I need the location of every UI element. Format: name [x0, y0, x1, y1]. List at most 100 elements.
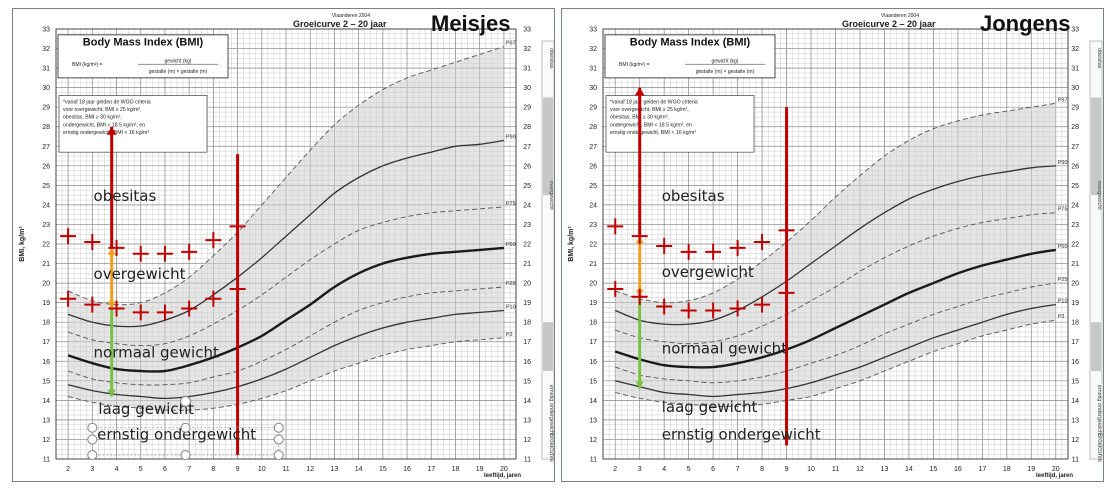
side-label: obesitas	[1096, 48, 1102, 69]
y-tick-label-left: 24	[589, 202, 597, 209]
title-box: Body Mass Index (BMI) BMI (kg/m²) = gewich…	[57, 34, 229, 79]
y-tick-label-right: 22	[523, 242, 531, 249]
y-tick-label-right: 23	[523, 222, 531, 229]
x-tick-label: 13	[881, 466, 889, 473]
x-tick-label: 5	[139, 466, 143, 473]
y-tick-label-left: 19	[42, 300, 50, 307]
selection-handle	[180, 450, 191, 461]
criteria-note: *vanaf 18 jaar gelden de WGO criteria voo…	[605, 95, 755, 153]
x-tick-label: 7	[187, 466, 191, 473]
x-tick-label: 15	[379, 466, 387, 473]
note-line: *vanaf 18 jaar gelden de WGO criteria	[610, 99, 698, 105]
side-label: overgewicht	[1096, 180, 1102, 210]
y-tick-label-right: 33	[1071, 27, 1079, 34]
chart-subtitle: Groeicurve 2 – 20 jaar	[293, 19, 387, 29]
y-tick-label-left: 15	[589, 378, 597, 385]
y-tick-label-right: 32	[1071, 46, 1079, 53]
source-label: Vlaanderen 2004	[881, 13, 919, 19]
annotation-arrowhead	[106, 126, 117, 135]
y-tick-label-left: 30	[42, 85, 50, 92]
y-tick-label-right: 30	[523, 85, 531, 92]
x-axis-label: leeftijd, jaren	[484, 473, 521, 479]
series-line-p50	[614, 248, 1056, 369]
x-tick-label: 2	[66, 466, 70, 473]
y-tick-label-left: 27	[589, 144, 597, 151]
x-tick-label: 19	[1027, 466, 1035, 473]
y-tick-label-left: 23	[42, 222, 50, 229]
note-line: ondergewicht, BMI < 18.5 kg/m², en	[63, 122, 145, 128]
title-box-frame	[604, 34, 776, 79]
y-tick-label-right: 13	[1071, 417, 1079, 424]
series-label-p10: P10	[506, 304, 516, 310]
x-tick-label: 6	[163, 466, 167, 473]
plot-frame	[602, 28, 1069, 460]
y-tick-label-right: 19	[523, 300, 531, 307]
note-frame	[58, 95, 208, 153]
y-tick-label-left: 24	[42, 202, 50, 209]
y-tick-label-left: 29	[589, 105, 597, 112]
chart-subtitle: Groeicurve 2 – 20 jaar	[842, 19, 936, 29]
y-tick-label-left: 33	[42, 27, 50, 34]
annotation-arrowhead	[634, 87, 645, 96]
series-label-p75: P75	[1058, 207, 1068, 213]
y-tick-label-right: 17	[1071, 339, 1079, 346]
formula-lhs: BMI (kg/m²) =	[619, 62, 649, 68]
x-tick-label: 3	[90, 466, 94, 473]
y-tick-label-left: 26	[42, 163, 50, 170]
y-tick-label-left: 31	[42, 66, 50, 73]
x-tick-label: 13	[331, 466, 339, 473]
selection-handle	[180, 422, 191, 433]
series-label-p75: P75	[506, 201, 516, 207]
x-tick-label: 5	[687, 466, 691, 473]
note-line: ernstig ondergewicht, BMI < 16 kg/m²	[63, 130, 149, 136]
note-line: *vanaf 18 jaar gelden de WGO criteria	[63, 99, 151, 105]
y-tick-label-right: 24	[523, 202, 531, 209]
bmi-chart-girls: P97 P90 P75 P50 P25 P10 P3 11 11 12 12 13 13 14 14 15 15…	[12, 8, 555, 482]
annotation-arrowhead	[635, 381, 644, 389]
y-tick-label-left: 27	[42, 144, 50, 151]
y-tick-label-left: 32	[42, 46, 50, 53]
x-tick-label: 11	[832, 466, 839, 473]
chart-heading: Jongens	[980, 11, 1070, 36]
y-tick-label-left: 23	[589, 222, 597, 229]
y-tick-label-right: 32	[523, 46, 531, 53]
plot-frame	[55, 28, 517, 460]
y-tick-label-left: 13	[589, 417, 597, 424]
y-tick-label-left: 21	[589, 261, 597, 268]
y-tick-label-left: 25	[42, 183, 50, 190]
y-tick-label-right: 11	[1072, 457, 1079, 464]
series-label-p90: P90	[506, 134, 516, 140]
y-tick-label-left: 29	[42, 105, 50, 112]
y-tick-label-right: 13	[523, 417, 531, 424]
y-tick-label-left: 14	[42, 398, 50, 405]
x-tick-label: 10	[258, 466, 266, 473]
side-band-marker	[1091, 97, 1101, 196]
series-line-p75	[615, 212, 1056, 345]
bmi-chart-boys: P97 P90 P75 P50 P25 P10 P3 11 11 12 12 13 13 14 14 15 15…	[561, 8, 1104, 482]
category-label: normaal gewicht	[94, 343, 219, 361]
y-tick-label-right: 12	[523, 437, 531, 444]
rotate-handle	[179, 395, 192, 407]
series-line-p10	[615, 303, 1056, 398]
y-tick-label-right: 18	[1071, 320, 1079, 327]
y-tick-label-left: 33	[589, 27, 597, 34]
y-tick-label-right: 30	[1071, 85, 1079, 92]
y-tick-label-left: 13	[42, 417, 50, 424]
y-tick-label-left: 17	[42, 339, 50, 346]
series-label-p3: P3	[1058, 314, 1065, 320]
y-tick-label-left: 20	[42, 281, 50, 288]
y-tick-label-left: 18	[42, 320, 50, 327]
y-tick-label-left: 20	[589, 281, 597, 288]
x-tick-label: 3	[638, 466, 642, 473]
y-tick-label-right: 26	[523, 163, 531, 170]
series-line-p10	[67, 309, 504, 400]
x-tick-label: 11	[282, 466, 289, 473]
side-band-marker	[1091, 322, 1101, 372]
y-tick-label-left: 32	[589, 46, 597, 53]
category-label: ernstig ondergewicht	[662, 425, 821, 443]
side-footer: Groeicurve	[1096, 433, 1102, 463]
y-tick-label-right: 27	[523, 144, 531, 151]
y-tick-label-right: 18	[523, 320, 531, 327]
y-tick-label-right: 15	[523, 378, 531, 385]
y-tick-label-left: 28	[589, 124, 597, 131]
